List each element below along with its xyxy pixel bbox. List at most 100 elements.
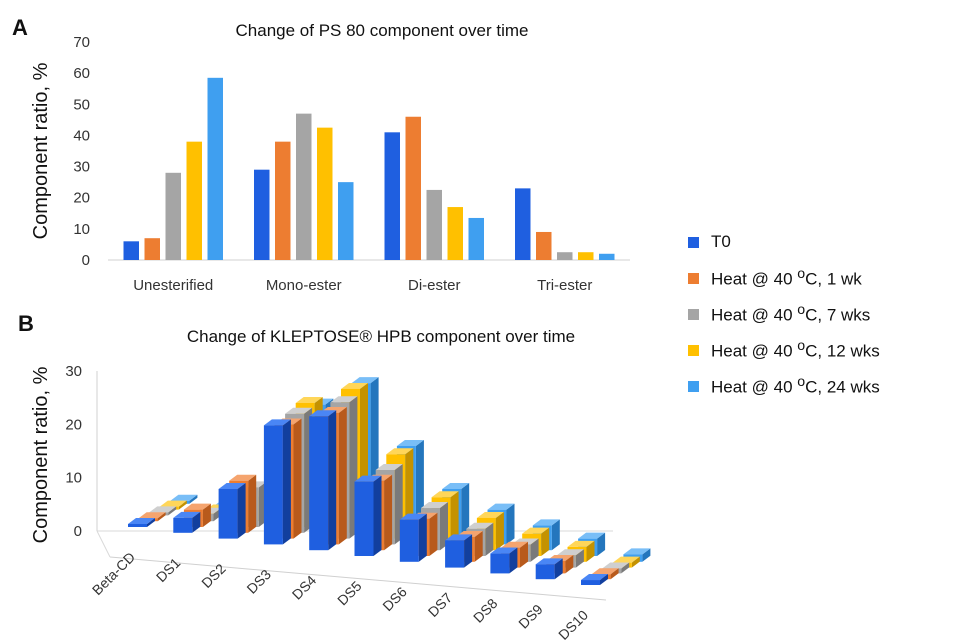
bar-top bbox=[330, 396, 358, 403]
y-tick-label: 0 bbox=[82, 252, 90, 269]
bar bbox=[128, 524, 147, 527]
bar-top bbox=[501, 541, 528, 548]
bar-side bbox=[157, 512, 166, 522]
y-tick-label: 20 bbox=[65, 416, 82, 433]
front-baseline bbox=[109, 556, 607, 601]
bar bbox=[254, 169, 270, 260]
bar-top bbox=[591, 568, 619, 575]
legend-label: Heat @ 40 oC, 24 wks bbox=[711, 374, 880, 397]
bar bbox=[144, 238, 160, 260]
x-tick-label: Unesterified bbox=[133, 277, 213, 294]
bar-top bbox=[173, 511, 201, 518]
chart-b-ylabel: Component ratio, % bbox=[30, 366, 52, 543]
x-tick-label: DS9 bbox=[515, 601, 546, 632]
chart-a: 0 10 20 30 40 50 60 70 Unesterified Mono-ester Di-… bbox=[73, 34, 630, 294]
bar-top bbox=[623, 548, 651, 555]
legend-swatch bbox=[688, 236, 699, 248]
bar-top bbox=[229, 474, 257, 481]
bar-top bbox=[263, 419, 291, 426]
bar-side bbox=[429, 512, 438, 556]
y-tick-label: 20 bbox=[73, 190, 90, 207]
legend-item: Heat @ 40 oC, 24 wks bbox=[688, 368, 963, 404]
bar-side bbox=[168, 506, 177, 516]
bar bbox=[445, 540, 465, 568]
bar-top bbox=[556, 549, 584, 556]
bar-top bbox=[581, 574, 608, 581]
legend-swatch bbox=[688, 344, 699, 356]
x-tick-label: DS10 bbox=[555, 607, 591, 643]
bar bbox=[557, 252, 573, 260]
bar bbox=[263, 425, 283, 545]
bar bbox=[207, 77, 223, 260]
bar-side bbox=[586, 540, 595, 562]
x-tick-label: DS6 bbox=[379, 583, 410, 614]
bar-top bbox=[578, 532, 606, 539]
bar-side bbox=[384, 474, 393, 551]
bar-side bbox=[551, 519, 560, 551]
bar bbox=[309, 416, 329, 551]
legend-label: Heat @ 40 oC, 12 wks bbox=[711, 338, 880, 361]
legend: T0 Heat @ 40 oC, 1 wk Heat @ 40 oC, 7 wks H… bbox=[688, 224, 963, 404]
bar bbox=[515, 188, 531, 260]
bar bbox=[490, 553, 510, 574]
legend-item: Heat @ 40 oC, 12 wks bbox=[688, 332, 963, 368]
legend-swatch bbox=[688, 380, 699, 392]
x-tick-label: DS5 bbox=[334, 578, 365, 609]
bar bbox=[468, 217, 484, 260]
x-tick-label: Tri-ester bbox=[537, 277, 592, 294]
bar-side bbox=[631, 556, 640, 568]
bar-top bbox=[341, 382, 368, 389]
bar bbox=[354, 481, 374, 556]
bar-side bbox=[506, 503, 515, 545]
y-tick-label: 60 bbox=[73, 65, 90, 82]
bar bbox=[218, 489, 238, 539]
bar bbox=[399, 519, 419, 562]
bar-side bbox=[189, 494, 198, 504]
bar bbox=[296, 113, 312, 260]
y-tick-label: 40 bbox=[73, 127, 90, 144]
bar-top bbox=[159, 500, 187, 507]
bar-top bbox=[490, 547, 518, 554]
bar bbox=[165, 172, 181, 260]
bar-top bbox=[386, 448, 414, 455]
x-tick-label: DS4 bbox=[289, 572, 320, 603]
bar bbox=[426, 189, 442, 260]
bar bbox=[447, 207, 463, 260]
legend-label: Heat @ 40 oC, 1 wk bbox=[711, 266, 862, 289]
bar-top bbox=[183, 503, 211, 510]
x-tick-label: DS8 bbox=[470, 595, 501, 626]
y-tick-label: 50 bbox=[73, 96, 90, 113]
legend-label: Heat @ 40 oC, 7 wks bbox=[711, 302, 871, 325]
legend-label: T0 bbox=[711, 232, 731, 251]
bar-side bbox=[418, 513, 427, 562]
bar bbox=[384, 132, 400, 260]
bar-side bbox=[575, 549, 584, 568]
bar-side bbox=[461, 483, 470, 539]
bar-top bbox=[431, 491, 459, 498]
bar bbox=[578, 252, 594, 260]
bar-top bbox=[476, 511, 504, 518]
y-tick-label: 30 bbox=[65, 363, 82, 380]
bar-top bbox=[567, 540, 595, 547]
bar-top bbox=[218, 483, 246, 489]
bar-top bbox=[170, 494, 198, 501]
bar-top bbox=[421, 502, 448, 509]
panel-a-letter: A bbox=[12, 15, 28, 40]
bar-top bbox=[532, 519, 560, 526]
bar bbox=[338, 182, 354, 260]
bar-top bbox=[309, 410, 337, 417]
bar bbox=[535, 564, 555, 580]
bar-side bbox=[621, 562, 630, 574]
bar-top bbox=[351, 377, 379, 384]
bar-side bbox=[541, 527, 550, 556]
bar-side bbox=[509, 547, 518, 574]
chart-a-ylabel: Component ratio, % bbox=[30, 62, 52, 239]
bar-side bbox=[202, 503, 211, 527]
bar bbox=[581, 580, 600, 585]
bar-top bbox=[487, 503, 515, 510]
bar-side bbox=[338, 406, 347, 545]
bar-top bbox=[442, 483, 470, 489]
floor-left-edge bbox=[96, 530, 111, 558]
bar-side bbox=[554, 558, 563, 580]
bar-top bbox=[445, 534, 473, 541]
